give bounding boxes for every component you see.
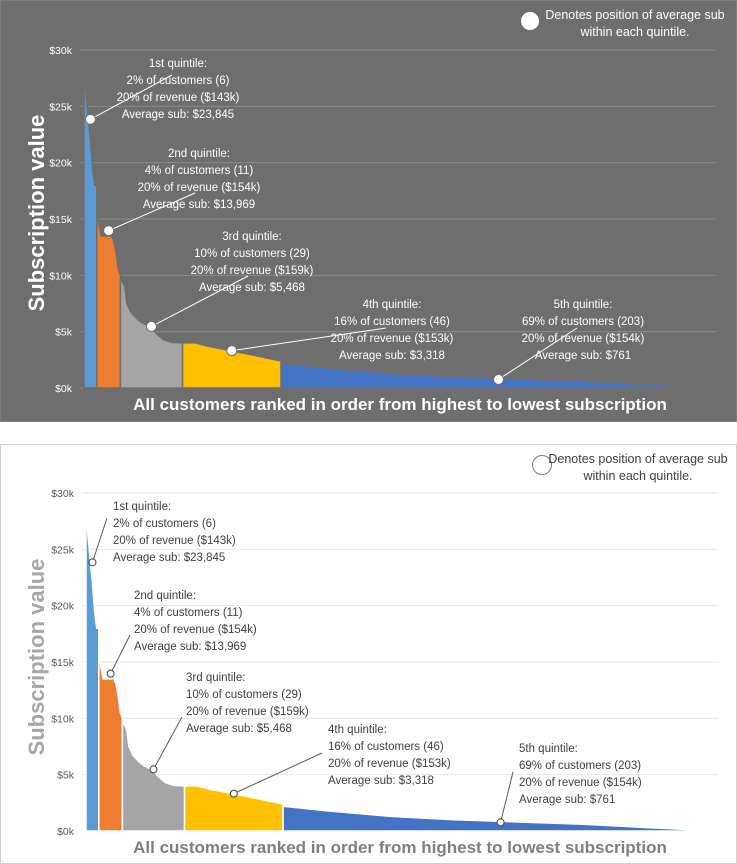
dark-legend-text: Denotes position of average sub within e… [545, 8, 725, 39]
light-y-tick-label: $0k [57, 826, 75, 838]
dark-leader-line-4 [231, 327, 387, 352]
light-quintile-1-label-line: 20% of revenue ($143k) [113, 535, 236, 547]
light-quintile-3-area [121, 720, 186, 832]
dark-quintile-4-label-line: 4th quintile: [363, 299, 422, 311]
dark-quintile-3-label-line: 3rd quintile: [222, 231, 281, 243]
dark-quintile-3-label-line: 10% of customers (29) [194, 248, 310, 260]
light-y-tick-label: $10k [51, 713, 75, 725]
light-quintile-5-area [282, 805, 719, 832]
dark-avg-marker-5 [493, 373, 505, 385]
dark-leader-line-3 [151, 275, 249, 327]
dark-avg-marker-3 [145, 320, 157, 332]
light-quintile-3-label-line: 20% of revenue ($159k) [186, 706, 309, 718]
dark-quintile-3-label-line: 20% of revenue ($159k) [191, 265, 314, 277]
light-quintile-1-label-line: Average sub: $23,845 [113, 552, 225, 564]
dark-leader-line-5 [498, 327, 578, 380]
dark-avg-marker-2 [103, 225, 115, 237]
dark-quintile-1-label-line: Average sub: $23,845 [122, 109, 234, 121]
dark-y-tick-label: $20k [49, 158, 73, 170]
light-y-tick-label: $15k [51, 657, 75, 669]
dark-quintile-5-label-line: 69% of customers (203) [522, 316, 644, 328]
dark-quintile-5-label-line: 5th quintile: [554, 299, 613, 311]
dark-legend-marker [521, 12, 539, 30]
dark-y-tick-label: $5k [55, 327, 73, 339]
light-x-axis-label: All customers ranked in order from highe… [133, 838, 667, 857]
light-y-tick-label: $5k [57, 770, 75, 782]
light-quintile-5-label-line: 20% of revenue ($154k) [519, 777, 642, 789]
light-leader-line-2 [110, 634, 131, 674]
light-y-tick-label: $25k [51, 544, 75, 556]
dark-quintile-2-label-line: Average sub: $13,969 [143, 199, 255, 211]
dark-leader-line-1 [90, 74, 173, 120]
light-quintile-1-label-line: 1st quintile: [113, 501, 171, 513]
dark-quintile-4-label-line: 20% of revenue ($153k) [331, 333, 454, 345]
dark-avg-marker-4 [226, 345, 238, 357]
dark-quintile-2-label-line: 4% of customers (11) [145, 165, 254, 177]
dark-quintile-2-label-line: 20% of revenue ($154k) [138, 182, 261, 194]
dark-quintile-5-label-line: 20% of revenue ($154k) [522, 333, 645, 345]
dark-quintile-5-label-line: Average sub: $761 [535, 350, 631, 362]
light-quintile-1-area [85, 509, 100, 832]
light-quintile-4-label-line: 16% of customers (46) [328, 741, 444, 753]
light-y-tick-label: $20k [51, 601, 75, 613]
dark-y-tick-label: $30k [49, 45, 73, 57]
light-quintile-2-label-line: 20% of revenue ($154k) [134, 624, 257, 636]
dark-y-tick-label: $25k [49, 101, 73, 113]
light-quintile-5-label-line: 5th quintile: [519, 743, 578, 755]
light-leader-line-4 [233, 752, 323, 795]
dark-quintile-4-label-line: 16% of customers (46) [334, 316, 450, 328]
dark-quintile-4-label-line: Average sub: $3,318 [339, 350, 445, 362]
dark-quintile-1-label-line: 2% of customers (6) [127, 75, 230, 87]
light-avg-marker-2 [106, 669, 115, 678]
dark-quintile-2-label-line: 2nd quintile: [168, 148, 230, 160]
dark-y-tick-label: $15k [49, 214, 73, 226]
light-quintile-4-label-line: 20% of revenue ($153k) [328, 758, 451, 770]
light-quintile-3-label-line: 10% of customers (29) [186, 689, 302, 701]
light-quintile-3-label-line: 3rd quintile: [186, 672, 245, 684]
light-quintile-4-label-line: Average sub: $3,318 [328, 775, 434, 787]
light-quintile-2-label-line: Average sub: $13,969 [134, 641, 246, 653]
light-leader-line-1 [91, 517, 108, 563]
dark-quintile-5-area [280, 362, 717, 389]
light-quintile-4-label-line: 4th quintile: [328, 724, 387, 736]
light-leader-line-5 [500, 771, 514, 823]
dark-x-axis-label: All customers ranked in order from highe… [133, 395, 667, 414]
light-legend-text: Denotes position of average sub within e… [548, 452, 728, 483]
dark-quintile-3-area [119, 277, 184, 389]
dark-avg-marker-1 [84, 113, 96, 125]
light-legend-marker [532, 455, 552, 475]
dark-quintile-1-label-line: 20% of revenue ($143k) [117, 92, 240, 104]
light-quintile-5-label-line: 69% of customers (203) [519, 760, 641, 772]
light-leader-line-3 [153, 716, 183, 770]
light-quintile-2-label-line: 4% of customers (11) [134, 607, 243, 619]
dark-y-tick-label: $0k [55, 383, 73, 395]
dark-y-tick-label: $10k [49, 270, 73, 282]
light-avg-marker-3 [149, 765, 158, 774]
dark-quintile-3-label-line: Average sub: $5,468 [199, 282, 305, 294]
light-quintile-5-label-line: Average sub: $761 [519, 794, 615, 806]
light-avg-marker-5 [496, 818, 505, 827]
light-avg-marker-4 [229, 789, 238, 798]
light-y-tick-label: $30k [51, 488, 75, 500]
light-quintile-1-label-line: 2% of customers (6) [113, 518, 216, 530]
light-quintile-3-label-line: Average sub: $5,468 [186, 723, 292, 735]
dark-quintile-1-label-line: 1st quintile: [149, 58, 207, 70]
light-avg-marker-1 [88, 558, 97, 567]
light-quintile-2-label-line: 2nd quintile: [134, 590, 196, 602]
dark-leader-line-2 [108, 192, 196, 232]
